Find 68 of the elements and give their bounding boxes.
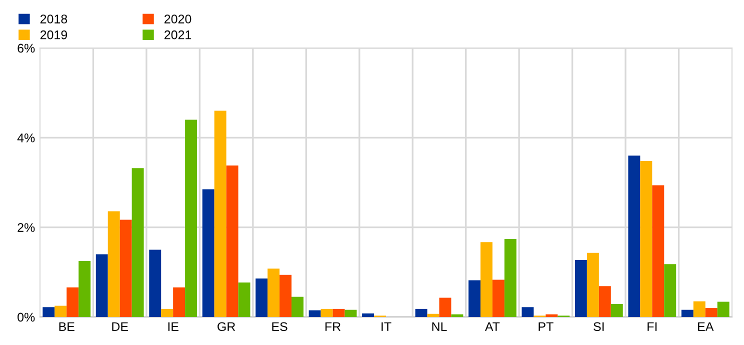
bar — [161, 308, 174, 317]
bar — [120, 220, 132, 317]
bar — [504, 238, 516, 317]
bar — [226, 165, 238, 317]
bar — [546, 314, 558, 317]
bar — [292, 296, 304, 317]
y-tick-label: 0% — [18, 312, 35, 322]
x-tick-label: GR — [218, 322, 236, 332]
legend-label: 2021 — [164, 30, 192, 40]
bar — [66, 287, 79, 317]
y-tick-label: 6% — [18, 44, 35, 53]
x-tick-label: AT — [484, 322, 500, 331]
bar — [185, 120, 198, 317]
bar — [332, 308, 345, 317]
bar — [439, 298, 452, 317]
bar — [628, 156, 640, 317]
bar — [308, 310, 321, 317]
bar — [652, 185, 664, 317]
bar — [173, 287, 186, 317]
bar — [108, 211, 120, 317]
bar — [280, 274, 292, 317]
bar — [586, 252, 599, 317]
bar — [610, 304, 623, 317]
bar — [427, 314, 440, 317]
bar — [705, 308, 718, 317]
legend-label: 2019 — [40, 30, 68, 40]
bar — [598, 286, 611, 317]
bar — [522, 307, 534, 317]
x-tick-label: NL — [432, 322, 447, 331]
y-tick-label: 2% — [18, 223, 35, 232]
x-tick-label: DE — [112, 322, 128, 331]
bar — [268, 268, 280, 317]
x-tick-label: SI — [594, 322, 604, 332]
bar — [202, 189, 214, 317]
bar — [468, 280, 480, 317]
bar — [42, 307, 55, 317]
bar — [320, 308, 333, 317]
x-tick-label: IT — [382, 322, 392, 331]
y-tick-label: 4% — [17, 134, 35, 142]
legend-label: 2020 — [164, 14, 192, 24]
bar — [574, 260, 587, 317]
bar — [415, 308, 428, 317]
bar — [78, 260, 91, 317]
bar — [132, 168, 144, 317]
bar — [362, 313, 374, 317]
bar — [54, 306, 67, 317]
x-tick-label: FR — [325, 322, 341, 331]
x-tick-label: ES — [272, 322, 288, 332]
bar — [693, 301, 706, 317]
bar — [256, 278, 268, 317]
bar — [492, 280, 504, 317]
bar — [238, 282, 250, 317]
bar — [717, 302, 730, 317]
x-tick-label: FI — [648, 322, 657, 331]
legend-label: 2018 — [40, 14, 68, 24]
bar — [451, 314, 464, 317]
bar — [664, 264, 676, 317]
bar — [344, 310, 357, 317]
x-tick-label: IE — [168, 322, 178, 331]
x-tick-label: BE — [59, 322, 74, 331]
x-tick-label: EA — [698, 322, 714, 331]
x-tick-label: PT — [538, 322, 554, 331]
bar — [96, 254, 108, 317]
bar — [480, 242, 492, 317]
bar — [149, 250, 162, 317]
bar — [640, 160, 652, 317]
bar — [681, 310, 694, 317]
bar — [214, 110, 226, 317]
